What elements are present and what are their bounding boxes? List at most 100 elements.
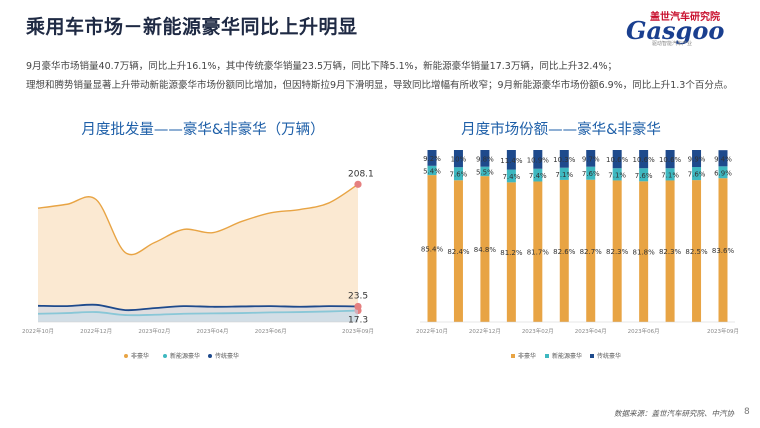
bar-segment [453,167,463,181]
x-tick-label: 2023年06月 [255,327,287,335]
bar-segment [533,181,543,322]
area-fill-2 [38,304,358,322]
summary-line-1: 9月豪华市场销量40.7万辆，同比上升16.1%，其中传统豪华销量23.5万辆，… [26,61,617,72]
bar-data-label: 7.6% [635,172,653,180]
bar-data-label: 82.4% [447,248,470,256]
bar-data-label: 82.3% [659,248,682,256]
legend-label-0: 非豪华 [518,352,536,360]
bar-segment [559,150,569,168]
chart-title-volume: 月度批发量——豪华&非豪华（万辆） [81,122,325,138]
bar-data-label: 10.3% [553,156,576,164]
bar-data-label: 11.4% [500,157,523,165]
bar-data-label: 83.6% [712,247,735,255]
bar-data-label: 82.7% [580,248,603,256]
bar-data-label: 81.7% [527,249,550,257]
logo-subtitle: 驱动智能汽车产业 [652,41,693,47]
series-line-0 [37,183,359,256]
bar-data-label: 10.6% [606,156,629,164]
bar-data-label: 5.5% [476,168,494,176]
summary-line-2: 理想和腾势销量显著上升带动新能源豪华市场份额同比增加，但因特斯拉9月下滑明显，导… [26,80,733,91]
x-tick-label: 2023年04月 [197,327,229,335]
x-tick-label: 2023年06月 [628,327,660,335]
bar-segment [692,167,702,181]
bar-data-label: 7.4% [529,172,547,180]
legend-label-1: 新能源豪华 [552,352,582,360]
bar-data-label: 7.6% [582,170,600,178]
bar-data-label: 10% [451,156,467,164]
legend-label-2: 传统豪华 [597,352,621,360]
bar-segment [639,181,649,322]
bar-data-label: 82.6% [553,248,576,256]
bar-segment [480,150,490,167]
bar-data-label: 10.6% [633,156,656,164]
bar-segment [480,176,490,322]
bar-segment [718,150,728,167]
bar-data-label: 6.9% [714,169,732,177]
data-point [354,180,362,188]
page-number: 8 [744,407,750,417]
end-label-nev: 17.3 [348,316,368,326]
bar-data-label: 7.6% [450,171,468,179]
bar-data-label: 7.1% [661,171,679,179]
bar-segment [665,180,675,322]
bar-segment [533,150,543,169]
bar-data-label: 81.2% [500,249,523,257]
bar-segment [586,150,596,167]
bar-segment [427,165,437,176]
bar-data-label: 7.1% [608,171,626,179]
gasgoo-logo: 盖世汽车研究院 Gasgoo 驱动智能汽车产业 [622,8,732,47]
legend-label-0: 非豪华 [131,352,149,360]
bar-segment [506,150,516,170]
legend-marker-0 [511,354,515,358]
bar-segment [533,168,543,182]
bar-segment [453,150,463,168]
legend-label-1: 新能源豪华 [170,352,200,360]
logo-text-cn: 盖世汽车研究院 [650,12,720,23]
bar-segment [559,179,569,322]
bar-segment [559,167,569,180]
legend-label-2: 传统豪华 [215,352,239,360]
bar-segment [612,150,622,169]
bar-data-label: 9.7% [582,155,600,163]
legend-marker-2 [208,354,212,358]
bar-segment [506,169,516,183]
x-tick-label: 2022年12月 [80,327,112,335]
x-tick-label: 2022年10月 [22,327,54,335]
bar-data-label: 7.1% [555,171,573,179]
x-tick-label: 2023年02月 [522,327,554,335]
legend-marker-1 [545,354,549,358]
bar-data-label: 10.6% [659,156,682,164]
bar-segment [480,166,490,177]
bar-data-label: 85.4% [421,246,444,254]
bar-data-label: 9.9% [688,156,706,164]
bar-data-label: 9.2% [423,155,441,163]
chart-title-share: 月度市场份额——豪华&非豪华 [461,122,661,138]
bar-data-label: 7.4% [502,173,520,181]
bar-segment [612,180,622,322]
bar-segment [665,168,675,181]
bar-segment [665,150,675,169]
bar-segment [718,178,728,322]
bar-data-label: 9.4% [714,155,732,163]
x-tick-label: 2023年09月 [707,327,739,335]
bar-data-label: 81.8% [633,249,656,257]
bar-segment [639,150,649,169]
legend-marker-0 [124,354,128,358]
legend-marker-2 [590,354,594,358]
bar-segment [639,168,649,182]
series-line-2 [37,303,359,312]
x-tick-label: 2022年12月 [469,327,501,335]
data-source: 数据来源：盖世汽车研究院、中汽协 [614,409,734,418]
x-tick-label: 2023年09月 [342,327,374,335]
x-tick-label: 2023年02月 [138,327,170,335]
bar-data-label: 84.8% [474,246,497,254]
end-label-nonlux: 208.1 [348,169,374,179]
bar-segment [586,166,596,180]
page-title: 乘用车市场－新能源豪华同比上升明显 [26,16,358,38]
end-label-trad: 23.5 [348,291,368,301]
bar-segment [718,166,728,179]
bar-segment [427,175,437,322]
bar-segment [586,179,596,322]
bar-data-label: 9.8% [476,155,494,163]
